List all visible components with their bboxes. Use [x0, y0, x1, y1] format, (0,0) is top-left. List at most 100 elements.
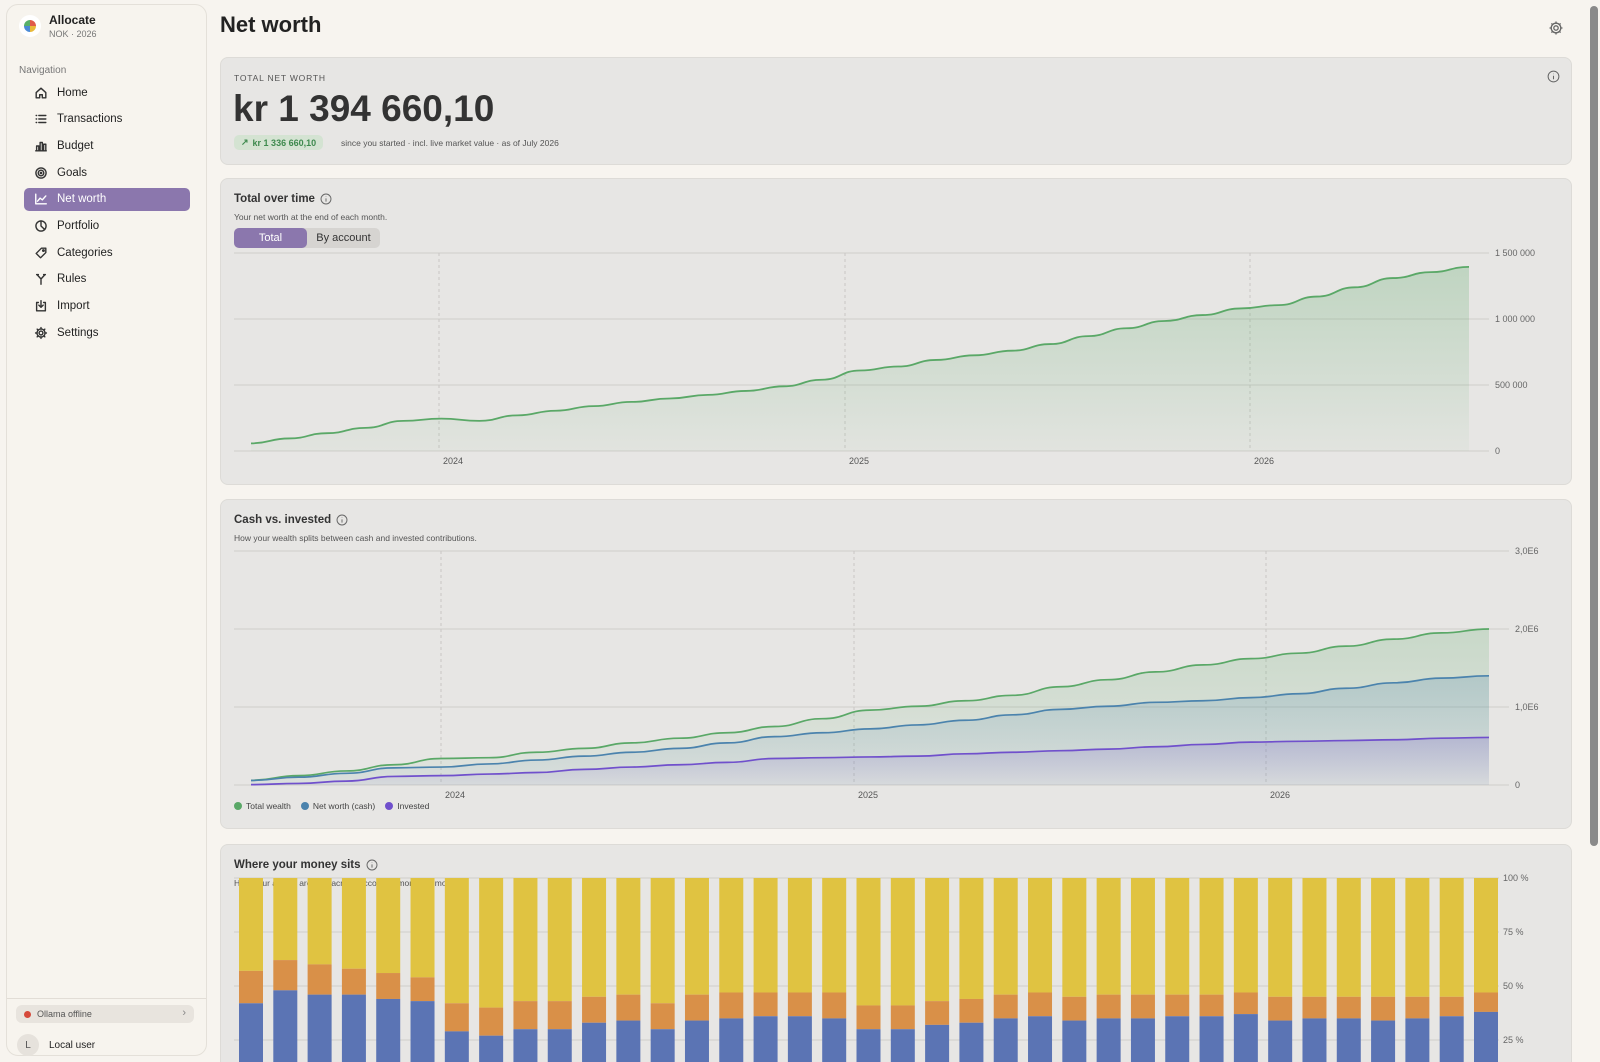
bar-segment-yellow: [719, 878, 744, 993]
tab-by-account[interactable]: By account: [316, 232, 371, 244]
where-money-sits-card: Where your money sits How your assets ar…: [220, 844, 1572, 1062]
y-tick-label: 500 000: [1495, 380, 1528, 390]
ollama-status-pill[interactable]: Ollama offline ›: [16, 1005, 194, 1023]
page-title: Net worth: [220, 12, 322, 37]
where-money-sits-chart: 100 % 75 % 50 % 25 %: [234, 873, 1529, 1062]
branch-icon: [35, 274, 47, 286]
info-icon[interactable]: [320, 193, 332, 205]
bar-segment-orange: [616, 994, 641, 1021]
bar-segment-yellow: [341, 878, 366, 969]
x-tick-label: 2026: [1270, 790, 1290, 800]
list-icon: [35, 114, 47, 124]
tab-total[interactable]: Total: [234, 228, 307, 248]
sidebar-item-label: Home: [57, 86, 88, 99]
arrow-up-right-icon: ↗: [241, 137, 249, 147]
bar-segment-orange: [582, 996, 607, 1023]
bar-segment-orange: [719, 992, 744, 1019]
app-header[interactable]: Allocate NOK · 2026: [19, 13, 97, 39]
info-icon[interactable]: [366, 859, 378, 871]
info-icon[interactable]: [1547, 70, 1560, 83]
sidebar-item-transactions[interactable]: Transactions: [24, 108, 190, 131]
y-tick-label: 100 %: [1503, 873, 1529, 883]
sidebar-item-portfolio[interactable]: Portfolio: [24, 214, 190, 237]
y-tick-label: 0: [1515, 780, 1520, 790]
sidebar-item-label: Rules: [57, 273, 87, 286]
x-tick-label: 2026: [1254, 456, 1274, 466]
bar-segment-yellow: [650, 878, 675, 1004]
pie-chart-icon: [35, 220, 47, 232]
x-tick-label: 2024: [445, 790, 465, 800]
status-label: Ollama offline: [37, 1009, 92, 1019]
sidebar-item-import[interactable]: Import: [24, 295, 190, 318]
nav-heading: Navigation: [19, 65, 67, 76]
bar-segment-blue: [753, 1016, 778, 1062]
total-over-time-title: Total over time: [234, 193, 332, 205]
legend-item-net-worth-cash[interactable]: Net worth (cash): [300, 801, 375, 811]
legend-dot-icon: [234, 802, 242, 810]
bar-segment-orange: [376, 973, 401, 999]
gain-note: since you started · incl. live market va…: [341, 138, 559, 148]
net-worth-area: [251, 266, 1469, 451]
bar-segment-yellow: [1233, 878, 1258, 993]
sidebar-item-label: Categories: [57, 246, 113, 259]
sidebar-item-home[interactable]: Home: [24, 81, 190, 104]
sidebar-item-rules[interactable]: Rules: [24, 268, 190, 291]
bar-segment-orange: [479, 1007, 504, 1036]
where-money-sits-title: Where your money sits: [234, 859, 378, 871]
total-wealth-line: [250, 628, 1490, 782]
sidebar-item-label: Budget: [57, 139, 94, 152]
bar-segment-orange: [1028, 992, 1053, 1017]
bar-segment-yellow: [856, 878, 881, 1006]
bar-segment-blue: [719, 1018, 744, 1062]
bar-segment-orange: [787, 992, 812, 1017]
legend-dot-icon: [300, 802, 309, 810]
bar-segment-yellow: [684, 878, 709, 995]
view-toggle: Total By account: [234, 228, 380, 248]
bar-segment-yellow: [1336, 878, 1361, 997]
legend-item-total-wealth[interactable]: Total wealth: [234, 801, 291, 811]
bar-segment-orange: [1096, 994, 1121, 1019]
tag-icon: [35, 247, 47, 259]
app-logo-icon: [19, 15, 41, 37]
bar-chart-icon: [35, 141, 47, 152]
legend-dot-icon: [385, 802, 394, 810]
info-icon[interactable]: [336, 514, 348, 526]
bar-segment-orange: [341, 968, 366, 995]
cash-vs-invested-chart: 0 1,0E6 2,0E6 3,0E6 2024 2025 2026: [234, 546, 1539, 800]
total-over-time-subtitle: Your net worth at the end of each month.: [234, 212, 388, 222]
bar-segment-orange: [684, 994, 709, 1021]
sidebar-nav: Home Transactions Budget Goals Net worth…: [24, 81, 190, 348]
bar-segment-blue: [787, 1016, 812, 1062]
bar-segment-blue: [959, 1022, 984, 1062]
bar-segment-yellow: [582, 878, 607, 997]
sidebar: Allocate NOK · 2026 Navigation Home Tran…: [6, 4, 207, 1056]
bar-segment-orange: [1165, 994, 1190, 1017]
net-worth-cash-line: [250, 674, 1490, 782]
user-menu[interactable]: L Local user: [17, 1034, 95, 1056]
bar-segment-blue: [479, 1035, 504, 1062]
settings-gear-icon[interactable]: [1548, 20, 1564, 36]
bar-segment-blue: [1062, 1020, 1087, 1062]
bar-segment-orange: [307, 964, 332, 995]
sidebar-item-label: Goals: [57, 166, 88, 179]
bar-segment-blue: [376, 998, 401, 1062]
sidebar-item-categories[interactable]: Categories: [24, 241, 190, 264]
bar-segment-blue: [822, 1018, 847, 1062]
legend-item-invested[interactable]: Invested: [385, 801, 429, 811]
sidebar-footer: Ollama offline › L Local user: [7, 998, 206, 1056]
sidebar-item-label: Import: [57, 300, 90, 312]
bar-segment-blue: [1199, 1016, 1224, 1062]
sidebar-item-goals[interactable]: Goals: [24, 161, 190, 184]
sidebar-item-net-worth[interactable]: Net worth: [24, 187, 190, 211]
bar-segment-yellow: [1439, 878, 1464, 997]
sidebar-item-settings[interactable]: Settings: [24, 321, 190, 344]
bar-segment-blue: [1302, 1018, 1327, 1062]
sidebar-item-budget[interactable]: Budget: [24, 134, 190, 157]
bar-segment-yellow: [444, 878, 469, 1004]
bar-segment-yellow: [273, 878, 298, 961]
bar-segment-orange: [1268, 996, 1293, 1021]
bar-segment-yellow: [307, 878, 332, 965]
vertical-scrollbar[interactable]: [1590, 6, 1598, 846]
card-title-text: Total over time: [234, 193, 315, 205]
